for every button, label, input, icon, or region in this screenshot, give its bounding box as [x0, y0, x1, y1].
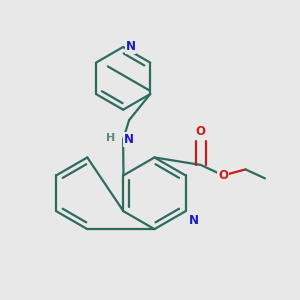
Text: O: O [196, 125, 206, 138]
Text: N: N [124, 133, 134, 146]
Text: N: N [188, 214, 199, 226]
Text: N: N [125, 40, 136, 53]
Text: O: O [218, 169, 228, 182]
Text: H: H [106, 133, 115, 143]
